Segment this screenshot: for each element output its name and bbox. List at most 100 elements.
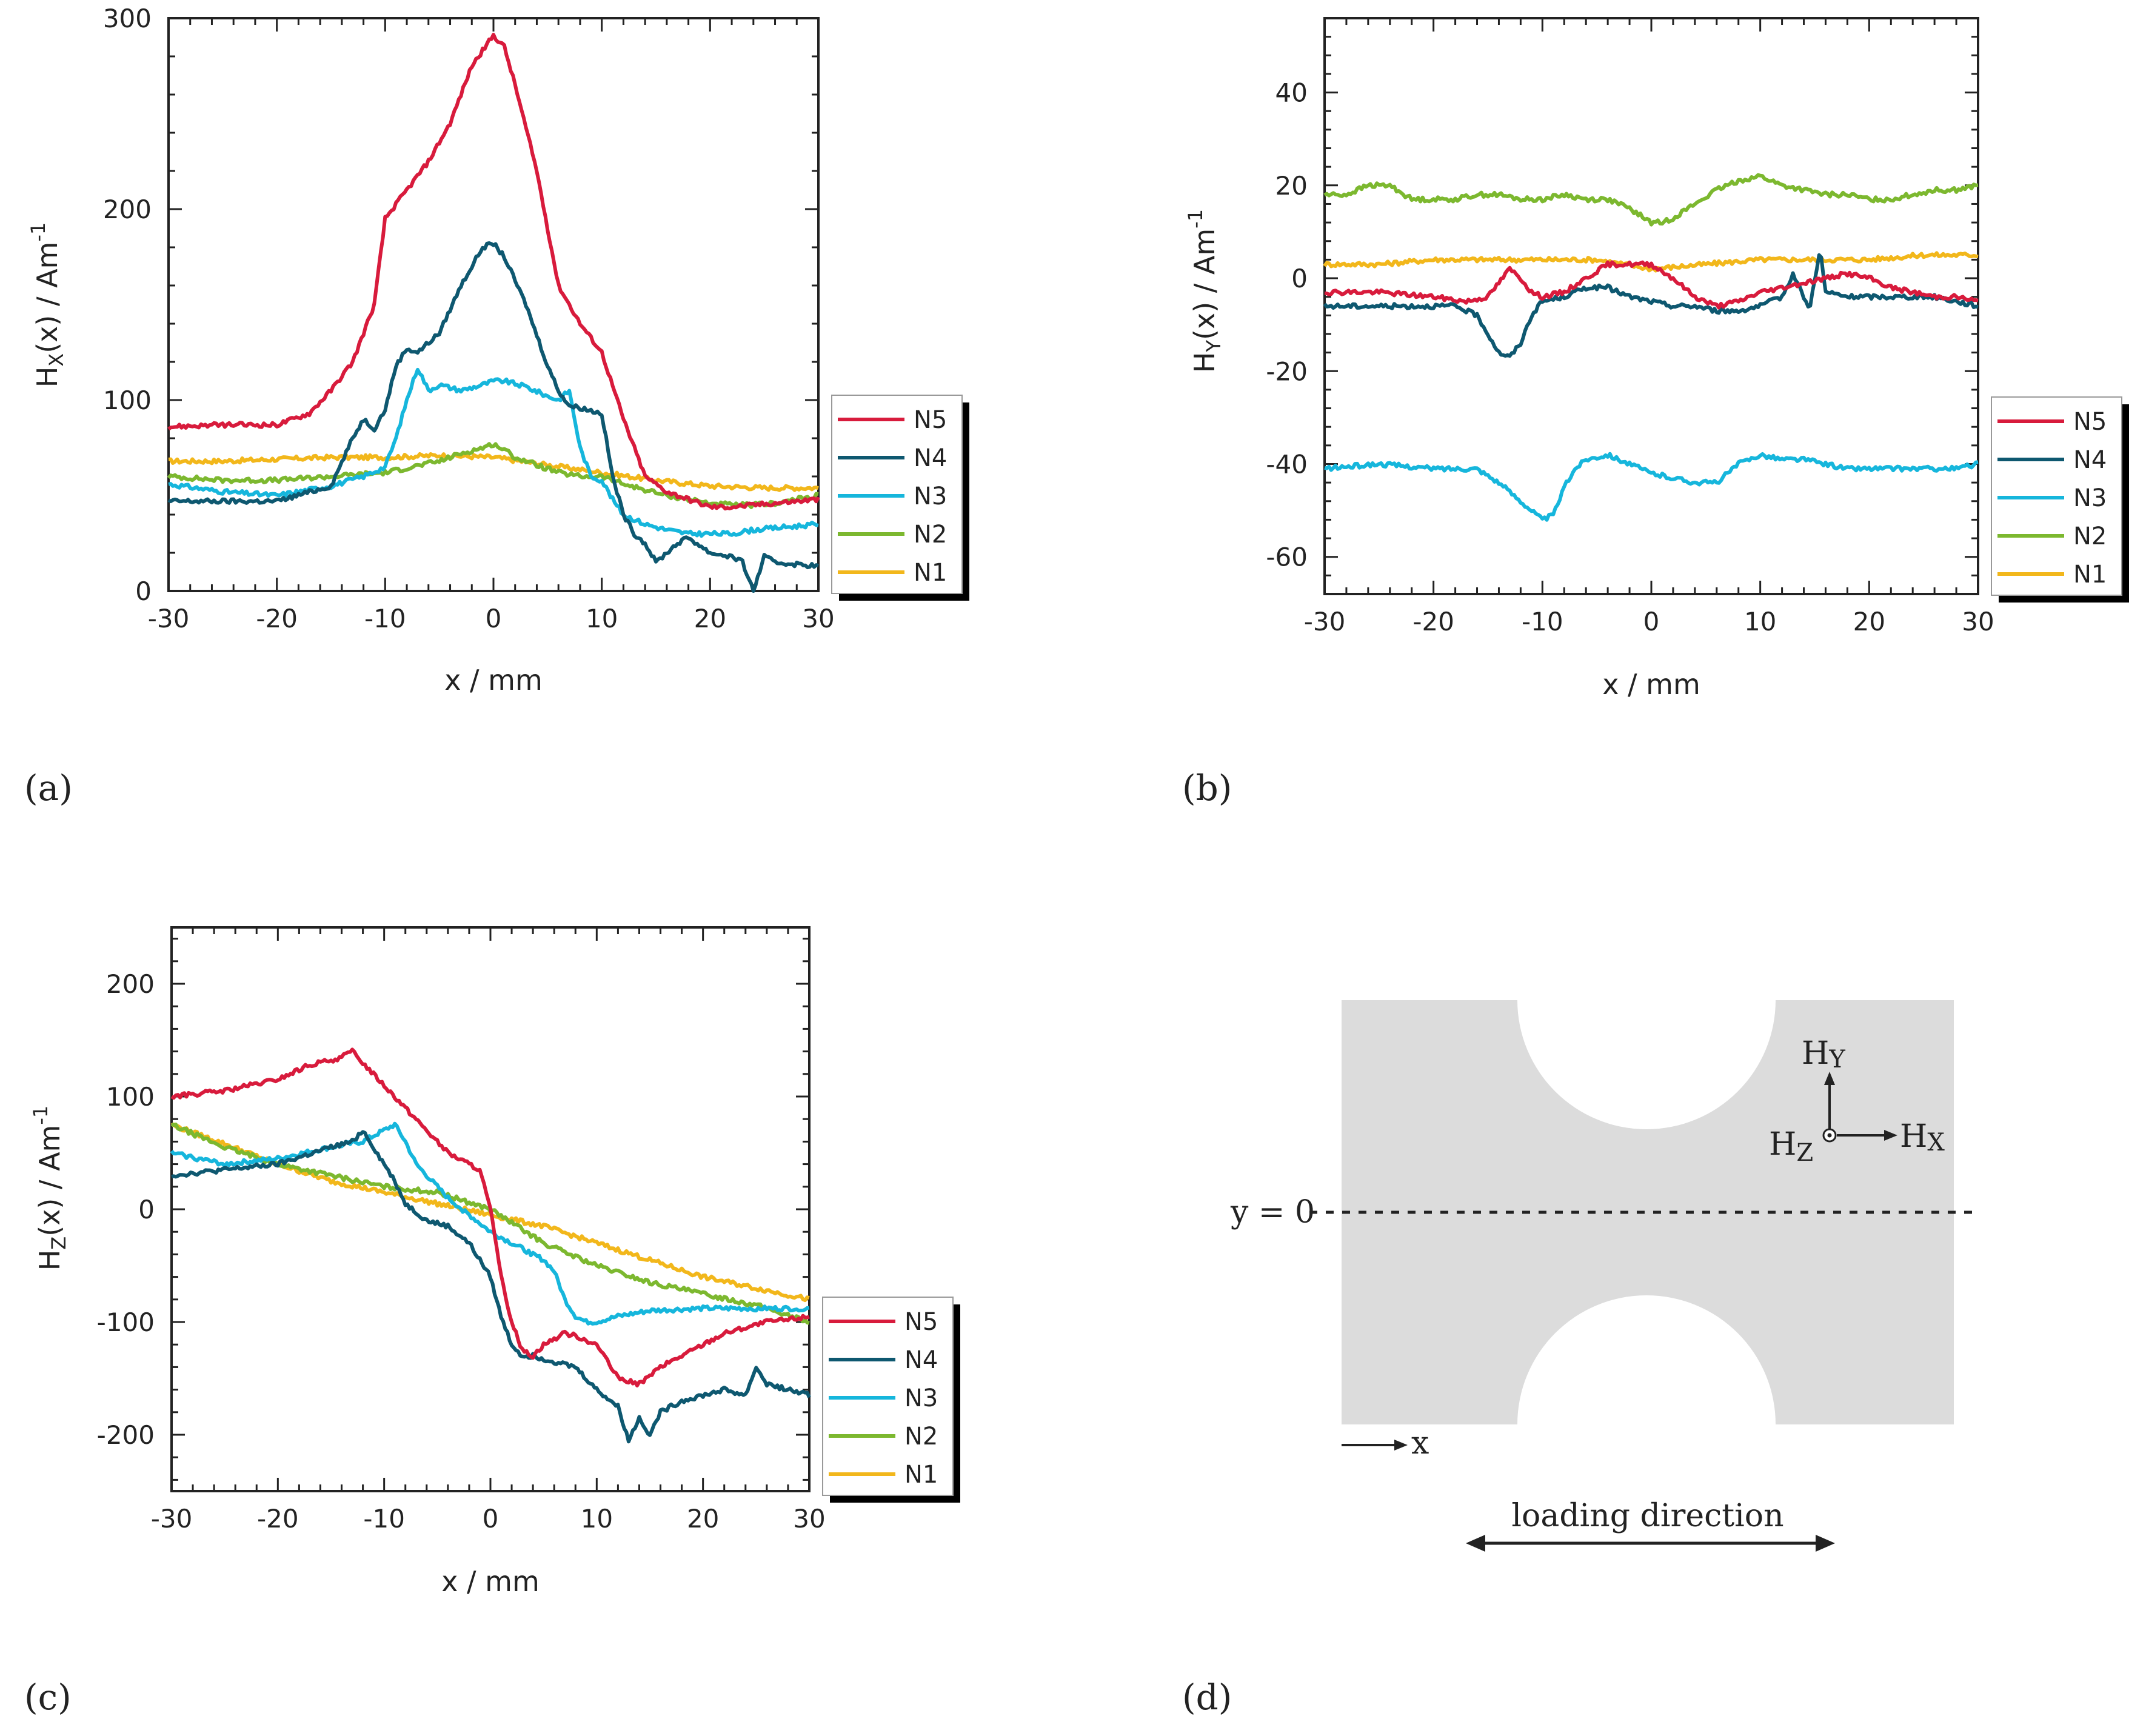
x-tick-label: -10	[363, 1504, 405, 1534]
panel-label-b: (b)	[1182, 767, 1232, 809]
x-tick-label: -10	[364, 604, 406, 633]
series-line-n3	[170, 1121, 810, 1326]
x-direction-label: x	[1411, 1425, 1429, 1461]
loading-arrow-right-icon	[1816, 1535, 1835, 1552]
x-axis-title-a: x / mm	[444, 664, 543, 696]
y-tick-label: 0	[135, 576, 152, 606]
y-tick-label: 200	[103, 195, 152, 224]
loading-direction-label: loading direction	[1511, 1498, 1783, 1534]
legend-label-n5: N5	[914, 406, 947, 434]
x-tick-label: 20	[1853, 607, 1885, 636]
y-tick-label: 0	[138, 1195, 155, 1224]
legend-label-n2: N2	[2073, 522, 2107, 550]
legend-label-n5: N5	[904, 1308, 938, 1336]
series-line-n4	[171, 1130, 811, 1444]
hx-arrow-head-icon	[1884, 1130, 1897, 1141]
y-tick-labels-c: -200 -100 0 100 200	[97, 969, 155, 1450]
series-line-n4	[167, 241, 819, 593]
x-tick-label: -30	[148, 604, 190, 633]
lower-notch	[1517, 1295, 1776, 1424]
x-tick-label: 20	[694, 604, 726, 633]
y-tick-label: -100	[97, 1307, 155, 1337]
tick-marks-b	[1323, 17, 1979, 595]
x-tick-label: -10	[1522, 607, 1563, 636]
chart-panel-b: -30 -20 -10 0 10 20 30 -60 -40 -20 0 20 40 x / mm H…	[1182, 17, 2129, 809]
hy-label: HY	[1802, 1035, 1845, 1073]
y-tick-label: -60	[1266, 542, 1308, 572]
specimen-diagram: y = 0 HY HX HZ x loading direction (d)	[1182, 1000, 1973, 1718]
y-tick-label: -40	[1266, 449, 1308, 479]
tick-marks-c	[170, 927, 811, 1491]
y-tick-label: 100	[103, 386, 152, 415]
y-tick-label: -200	[97, 1420, 155, 1450]
x-tick-label: -30	[1304, 607, 1346, 636]
legend-label-n4: N4	[914, 444, 947, 472]
x-tick-label: 10	[1744, 607, 1776, 636]
hz-label: HZ	[1769, 1126, 1813, 1167]
x-tick-label: 20	[687, 1504, 719, 1534]
legend-label-n3: N3	[2073, 484, 2107, 512]
series-line-n5	[1325, 260, 1979, 310]
x-tick-label: 30	[1962, 607, 1994, 636]
series-line-n3	[1324, 452, 1979, 522]
legend-label-n1: N1	[904, 1461, 938, 1489]
y-tick-label: 300	[103, 4, 152, 33]
legend-label-n3: N3	[914, 482, 947, 510]
y-tick-labels-a: 0 100 200 300	[103, 4, 152, 606]
upper-notch	[1517, 1000, 1776, 1129]
y0-label: y = 0	[1230, 1194, 1315, 1230]
legend-b: N5 N4 N3 N2 N1	[1991, 396, 2129, 603]
legend-label-n4: N4	[2073, 446, 2107, 474]
legend-label-n2: N2	[904, 1423, 938, 1451]
series-line-n5	[170, 1047, 810, 1387]
x-tick-label: 10	[586, 604, 618, 633]
series-line-n2	[1323, 173, 1979, 227]
y-axis-title-a: HX(x) / Am-1	[27, 222, 68, 388]
y-tick-label: 100	[106, 1082, 155, 1112]
x-tick-label: -20	[1412, 607, 1454, 636]
series-group-a	[167, 33, 820, 593]
series-line-n4	[1323, 253, 1979, 358]
series-line-n1	[1323, 251, 1979, 273]
x-tick-label: -20	[256, 604, 298, 633]
hx-label: HX	[1900, 1118, 1945, 1157]
x-tick-labels-a: -30 -20 -10 0 10 20 30	[148, 604, 835, 633]
x-axis-title-b: x / mm	[1602, 668, 1700, 701]
panel-label-c: (c)	[24, 1677, 72, 1718]
y-tick-label: -20	[1266, 356, 1308, 386]
panel-label-d: (d)	[1182, 1677, 1232, 1718]
y-axis-title-c: HZ(x) / Am-1	[29, 1106, 70, 1271]
legend-label-n2: N2	[914, 521, 947, 549]
legend-label-n3: N3	[904, 1384, 938, 1412]
x-tick-labels-c: -30 -20 -10 0 10 20 30	[151, 1504, 826, 1534]
x-axis-title-c: x / mm	[441, 1565, 540, 1598]
y-tick-label: 200	[106, 969, 155, 999]
hz-dot-icon	[1827, 1133, 1832, 1138]
series-line-n1	[168, 452, 819, 492]
chart-panel-a: -30 -20 -10 0 10 20 30 0 100 200 300 x / mm HX(x)…	[24, 4, 969, 809]
legend-a: N5 N4 N3 N2 N1	[831, 395, 969, 601]
legend-label-n1: N1	[914, 559, 947, 587]
x-tick-label: 30	[802, 604, 834, 633]
y-tick-label: 20	[1275, 171, 1308, 201]
panel-label-a: (a)	[24, 767, 73, 809]
hy-arrow-head-icon	[1824, 1072, 1835, 1085]
x-tick-label: 0	[483, 1504, 499, 1534]
y-tick-label: 0	[1291, 264, 1308, 293]
x-tick-label: 0	[486, 604, 502, 633]
x-tick-labels-b: -30 -20 -10 0 10 20 30	[1304, 607, 1994, 636]
legend-c: N5 N4 N3 N2 N1	[822, 1297, 960, 1503]
x-direction-arrow-icon	[1394, 1440, 1408, 1451]
series-group-c	[170, 1047, 811, 1444]
x-tick-label: -20	[257, 1504, 299, 1534]
x-tick-label: 10	[581, 1504, 613, 1534]
x-tick-label: 0	[1643, 607, 1660, 636]
x-tick-label: 30	[793, 1504, 825, 1534]
legend-label-n4: N4	[904, 1346, 938, 1374]
series-group-b	[1323, 173, 1979, 522]
y-tick-label: 40	[1275, 78, 1308, 108]
x-tick-label: -30	[151, 1504, 193, 1534]
series-line-n5	[167, 33, 820, 511]
legend-label-n5: N5	[2073, 408, 2107, 436]
